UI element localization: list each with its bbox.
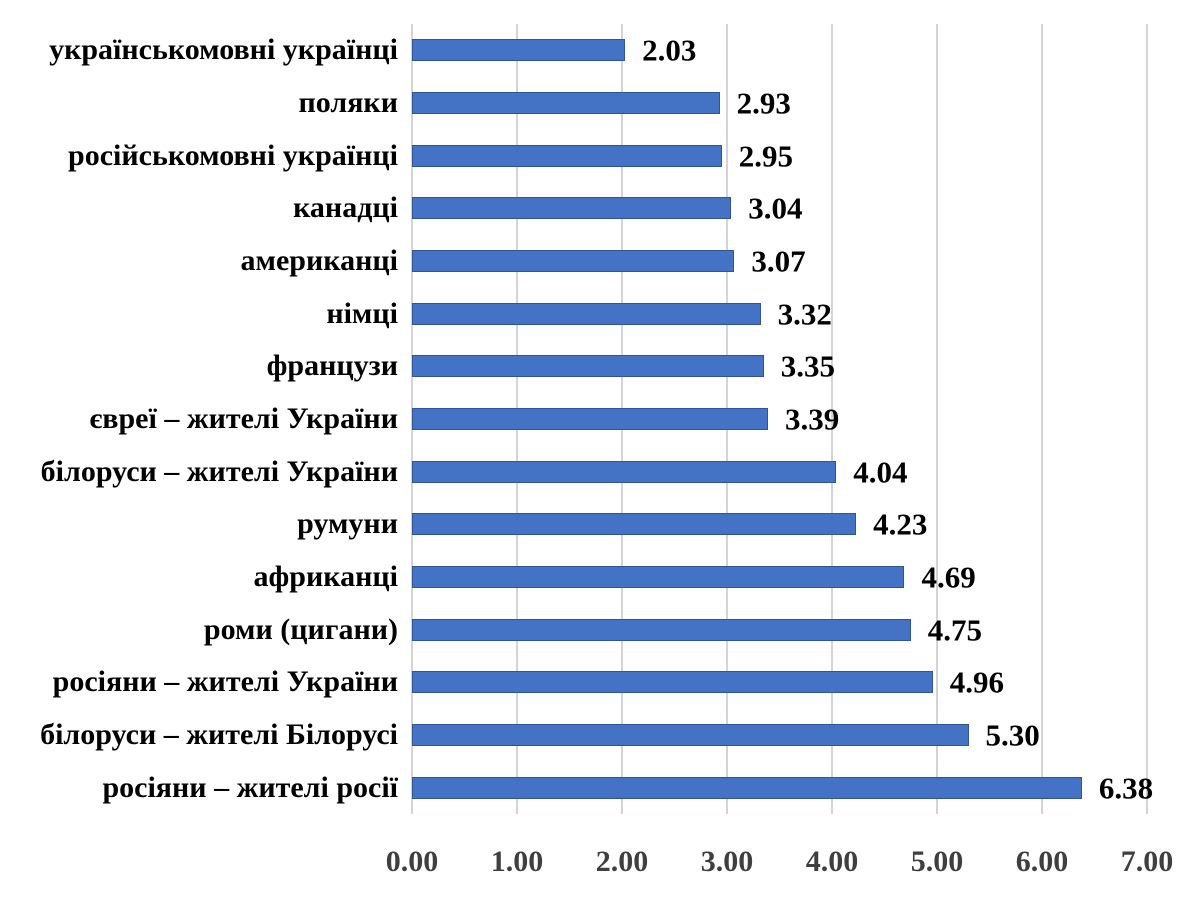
bar	[412, 513, 857, 536]
category-label: поляки	[298, 86, 398, 119]
bar	[412, 566, 905, 588]
bar	[412, 250, 735, 272]
x-axis-tick-label: 2.00	[595, 845, 649, 878]
value-label: 3.32	[777, 296, 832, 332]
gridline	[1041, 24, 1043, 814]
category-label: євреї – жителі України	[89, 402, 398, 435]
value-label: 3.04	[748, 190, 803, 226]
value-label: 3.35	[780, 348, 835, 384]
category-label: росіяни – жителі України	[52, 665, 398, 699]
value-label: 5.30	[985, 717, 1040, 753]
bar	[412, 355, 764, 378]
category-label: французи	[266, 349, 398, 383]
category-label: українськомовні українці	[49, 33, 398, 67]
category-label: африканці	[253, 560, 398, 593]
value-label: 4.69	[921, 559, 976, 595]
x-axis-tick-label: 6.00	[1015, 845, 1069, 878]
category-label: білоруси – жителі України	[40, 454, 398, 488]
x-axis-tick-label: 4.00	[805, 845, 859, 878]
gridline	[936, 24, 938, 814]
value-label: 4.04	[853, 454, 908, 490]
category-label: російськомовні українці	[68, 138, 398, 172]
bar	[412, 671, 933, 694]
value-label: 3.39	[784, 401, 840, 437]
value-label: 2.03	[642, 32, 697, 68]
value-label: 2.93	[736, 85, 791, 121]
category-label: румуни	[297, 507, 398, 541]
x-axis-tick-label: 3.00	[700, 845, 754, 878]
gridline	[1146, 24, 1148, 814]
category-label: німці	[326, 296, 398, 330]
category-label: роми (цигани)	[203, 612, 398, 646]
bar	[412, 144, 722, 167]
bar	[412, 39, 626, 62]
category-label: канадці	[293, 191, 398, 225]
bar	[412, 460, 837, 483]
category-label: білоруси – жителі Білорусі	[40, 718, 398, 751]
bar	[412, 724, 969, 746]
bar	[412, 302, 761, 325]
value-label: 6.38	[1098, 770, 1154, 806]
x-axis-tick-label: 0.00	[385, 845, 439, 878]
bar	[412, 408, 768, 430]
x-axis-tick-label: 7.00	[1120, 845, 1174, 878]
bar	[412, 197, 732, 220]
value-label: 4.23	[873, 506, 928, 542]
value-label: 2.95	[738, 138, 793, 174]
category-label: росіяни – жителі росії	[102, 770, 398, 804]
bar	[412, 92, 720, 114]
bar	[412, 776, 1082, 799]
value-label: 4.96	[949, 664, 1005, 700]
bar	[412, 618, 911, 641]
gridline	[831, 24, 833, 814]
category-label: американці	[240, 244, 398, 277]
x-axis-tick-label: 5.00	[910, 845, 964, 878]
value-label: 3.07	[751, 243, 806, 279]
x-axis-tick-label: 1.00	[490, 845, 544, 878]
value-label: 4.75	[927, 612, 982, 648]
